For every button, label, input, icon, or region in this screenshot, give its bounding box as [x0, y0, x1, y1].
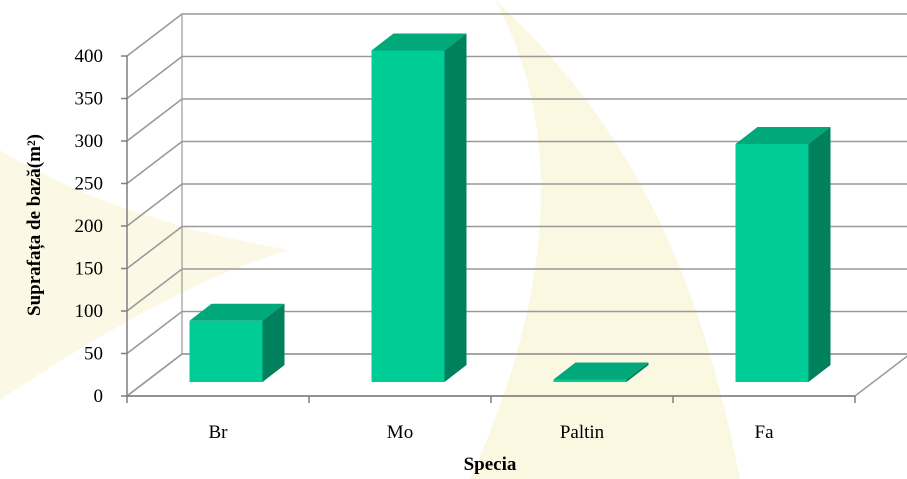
y-axis-title: Suprafața de bază(m²)	[24, 134, 45, 316]
y-tick-label: 50	[84, 344, 103, 365]
y-tick-label: 0	[94, 386, 104, 407]
x-category-label: Fa	[755, 422, 775, 443]
gridline	[126, 55, 907, 100]
y-tick-label: 350	[75, 89, 104, 110]
gridline	[126, 225, 907, 270]
bar-side	[626, 362, 649, 382]
y-tick-label: 250	[75, 174, 104, 195]
y-tick-label: 400	[75, 46, 104, 67]
bar-front	[189, 320, 263, 382]
axes	[121, 55, 856, 403]
y-tick-label: 300	[75, 131, 104, 152]
bar-front	[735, 144, 809, 382]
gridline	[126, 98, 907, 142]
gridline	[126, 13, 907, 57]
x-category-label: Br	[209, 422, 229, 443]
y-tick-label: 200	[75, 216, 104, 237]
bar-top	[735, 127, 831, 144]
gridlines	[126, 13, 907, 397]
gridline	[126, 353, 907, 397]
bar-top	[371, 33, 467, 51]
bar-br	[189, 303, 285, 382]
x-axis-category-labels: Br Mo Paltin Fa	[209, 422, 775, 443]
bar-front	[553, 379, 627, 382]
bar-top	[189, 303, 285, 321]
x-category-label: Paltin	[560, 422, 605, 443]
gridline	[126, 310, 907, 355]
bar-side	[262, 303, 285, 382]
x-axis-title: Specia	[464, 454, 517, 475]
bar-fa	[735, 127, 831, 382]
bar-mo	[371, 33, 467, 382]
bar-side	[444, 33, 467, 382]
y-tick-label: 100	[75, 301, 104, 322]
background-watermark	[0, 0, 740, 479]
y-tick-label: 150	[75, 259, 104, 280]
gridline	[126, 183, 907, 227]
x-category-label: Mo	[387, 422, 413, 443]
bar-paltin	[553, 362, 649, 382]
y-axis-tick-labels: 0 50 100 150 200 250 300 350 400	[75, 46, 104, 407]
bars	[189, 33, 831, 382]
bar-front	[371, 50, 445, 382]
gridline	[126, 268, 907, 312]
gridline	[126, 140, 907, 185]
bar-side	[808, 127, 831, 382]
bar-top	[553, 362, 649, 380]
